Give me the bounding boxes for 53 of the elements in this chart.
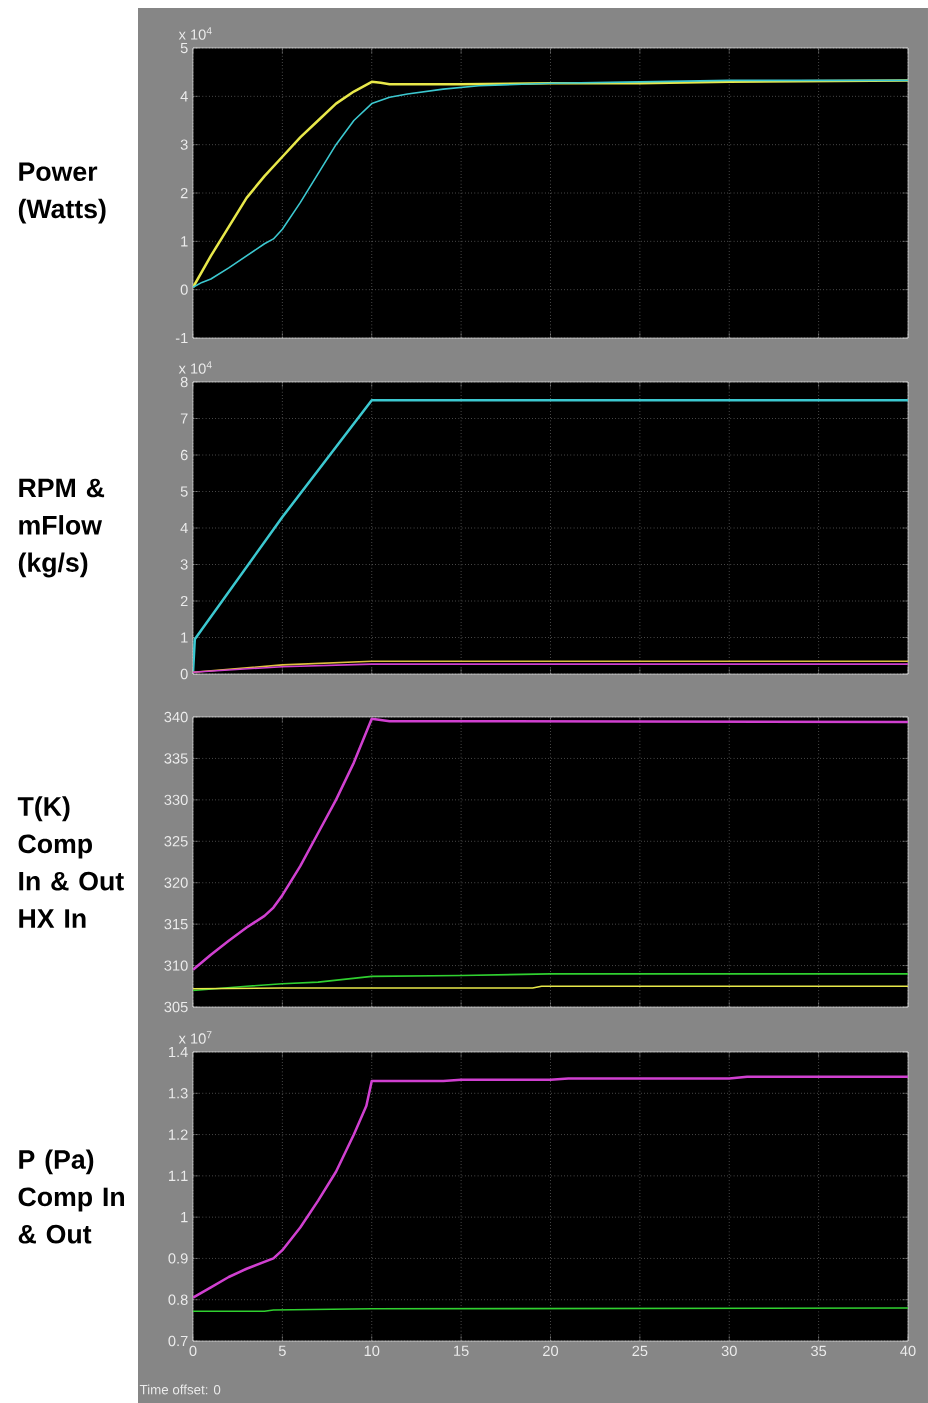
x-tick-label: 40 <box>900 1345 916 1357</box>
y-tick-label: 5 <box>180 486 188 497</box>
x-tick-label: 5 <box>278 1345 286 1356</box>
y-axis-title: RPM & mFlow (kg/s) <box>18 478 105 578</box>
y-tick-label: 6 <box>180 449 188 461</box>
line-series <box>193 398 908 674</box>
x-tick-label: 10 <box>364 1345 380 1357</box>
y-tick-label: 320 <box>164 877 188 888</box>
y-tick-label: 4 <box>180 91 188 102</box>
x-tick-label: 35 <box>811 1345 827 1357</box>
x-tick-label: 15 <box>454 1345 469 1356</box>
y-tick-label: 0.7 <box>168 1335 188 1347</box>
y-tick-label: 0.9 <box>168 1253 188 1264</box>
y-tick-label: 1.3 <box>169 1088 188 1099</box>
y-tick-label: 0 <box>180 284 188 295</box>
y-tick-label: 3 <box>180 559 188 570</box>
x-tick-label: 0 <box>189 1345 197 1357</box>
y-tick-label: 315 <box>164 918 188 930</box>
y-tick-label: 1 <box>181 1212 188 1223</box>
y-tick-label: 1.1 <box>169 1170 188 1181</box>
y-tick-label: 305 <box>164 1001 188 1013</box>
y-tick-label: 310 <box>164 960 188 971</box>
text: x 10$^{4}$ <box>178 361 212 374</box>
line-series <box>193 717 908 971</box>
x-tick-label: 20 <box>543 1345 559 1357</box>
y-tick-label: 4 <box>180 522 188 534</box>
y-tick-label: 2 <box>180 595 188 607</box>
y-tick-label: 330 <box>164 794 188 806</box>
y-axis-title: T(K) Comp In & Out HX In <box>17 796 124 928</box>
text: Time offset: 0 <box>139 1384 221 1395</box>
y-tick-label: 0.8 <box>168 1294 188 1305</box>
y-tick-label: 0 <box>180 668 188 680</box>
y-axis-title: Power (Watts) <box>18 162 106 224</box>
y-tick-label: 1.2 <box>169 1129 188 1140</box>
y-tick-label: 335 <box>164 753 188 764</box>
y-tick-label: 340 <box>164 711 188 723</box>
y-tick-label: 7 <box>180 413 188 424</box>
y-tick-label: 3 <box>180 139 188 150</box>
x-tick-label: 30 <box>721 1345 737 1357</box>
text: x 10$^{4}$ <box>178 27 212 40</box>
y-tick-label: 2 <box>180 187 188 199</box>
text: x 10$^{7}$ <box>178 1031 212 1044</box>
x-tick-label: 25 <box>632 1345 648 1357</box>
line-series <box>193 1075 908 1299</box>
y-tick-label: 8 <box>180 376 188 388</box>
line-series <box>193 973 908 992</box>
y-tick-label: 1 <box>181 236 188 247</box>
y-tick-label: 5 <box>180 42 188 54</box>
y-tick-label: -1 <box>175 332 188 344</box>
y-tick-label: 1 <box>181 632 188 643</box>
y-tick-label: 325 <box>164 836 188 847</box>
y-tick-label: 1.4 <box>169 1046 188 1058</box>
y-axis-title: P (Pa) Comp In & Out <box>18 1149 125 1244</box>
